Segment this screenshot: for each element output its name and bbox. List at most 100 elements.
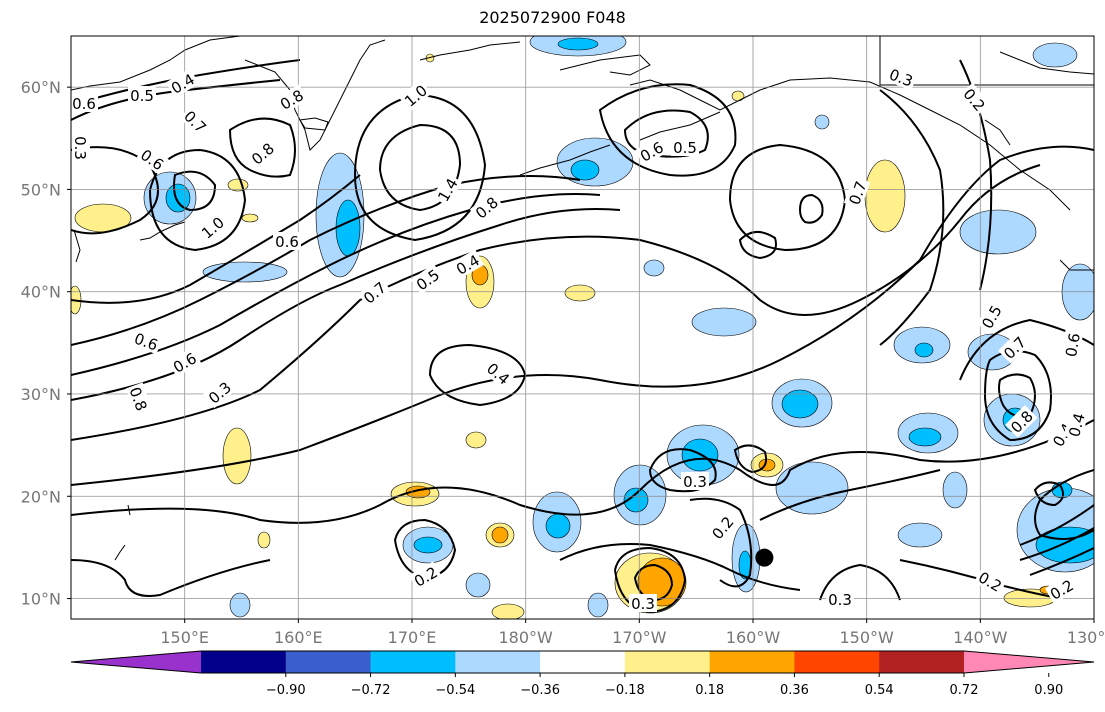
- contour-label-bg: [1063, 408, 1089, 441]
- blue-patch: [413, 536, 443, 554]
- latitude-axis: 10°N 20°N 30°N 40°N 50°N 60°N: [21, 78, 71, 609]
- contour-label-bg: [469, 191, 503, 224]
- contour-label-bg: [130, 327, 163, 355]
- colorbar-tick-label: −0.36: [520, 683, 560, 698]
- lon-tick-label: 170°W: [612, 628, 667, 647]
- contour-label-bg: [681, 472, 709, 490]
- colorbar-segment: [455, 651, 541, 673]
- yellow-patch: [257, 531, 271, 549]
- contour-label-bg: [408, 561, 443, 591]
- contour-label: 1.0: [198, 213, 228, 242]
- colorbar-extend-low: [71, 651, 201, 673]
- contour-label-bg: [973, 566, 1008, 596]
- light-blue-patch: [942, 471, 968, 509]
- contour-label-bg: [398, 79, 432, 112]
- light-blue-patch: [775, 461, 849, 515]
- blue-patch: [781, 389, 819, 419]
- contour-label-bg: [167, 347, 202, 377]
- blue-patch: [570, 159, 600, 181]
- contour-label-bg: [706, 510, 739, 544]
- colorbar-segment: [540, 651, 626, 673]
- contour-label-bg: [843, 176, 871, 209]
- lon-tick-label: 160°W: [726, 628, 781, 647]
- orange-patch: [491, 526, 509, 544]
- contour-label-bg: [128, 86, 156, 104]
- lon-tick-label: 130°W: [1067, 628, 1105, 647]
- contour-label-bg: [450, 249, 485, 279]
- light-blue-patch: [691, 307, 757, 337]
- contour-label: 0.5: [673, 139, 697, 157]
- contour-label-bg: [202, 376, 236, 409]
- colorbar-tick-label: 0.72: [950, 683, 979, 698]
- light-blue-patch: [959, 209, 1037, 255]
- colorbar-tick-label: −0.90: [266, 683, 306, 698]
- contour-label-bg: [410, 263, 445, 295]
- contour-label-bg: [135, 143, 170, 175]
- contour-label-bg: [70, 94, 98, 112]
- colorbar-segment: [624, 651, 711, 673]
- lon-tick-label: 170°E: [388, 628, 437, 647]
- contour-label-bg: [195, 211, 229, 244]
- coastlines: [71, 36, 1094, 561]
- contour-label-bg: [634, 136, 669, 166]
- contour-label: 0.4: [483, 359, 513, 388]
- light-blue-patch: [1032, 42, 1078, 68]
- contour-label: 0.3: [683, 473, 707, 491]
- lat-tick-label: 20°N: [21, 487, 61, 506]
- colorbar-outline: [70, 650, 1095, 674]
- colorbar-segment: [709, 651, 795, 673]
- longitude-axis: 150°E 160°E 170°E 180°W 170°W 160°W 150°W 140°W…: [160, 619, 1105, 647]
- contour-label: 0.2: [959, 85, 988, 115]
- contour-label-bg: [998, 331, 1031, 364]
- contour-label-bg: [1005, 405, 1038, 438]
- shaded-field: [71, 36, 1094, 619]
- lat-tick-label: 30°N: [21, 385, 61, 404]
- contour-label-bg: [179, 105, 212, 138]
- blue-patch: [335, 199, 361, 257]
- blue-patch: [557, 37, 599, 51]
- light-blue-patch: [897, 522, 943, 548]
- contour-label: 0.2: [708, 513, 737, 543]
- light-blue-patch: [643, 259, 665, 277]
- contour-label: 0.5: [413, 266, 443, 294]
- contour-label-bg: [1060, 329, 1084, 361]
- lat-tick-label: 10°N: [21, 590, 61, 609]
- light-blue-patch: [814, 114, 830, 130]
- contour-labels: 0.6 0.5 0.40.70.80.6 0.81.00.61.01.40.80.40…: [70, 63, 1089, 613]
- yellow-patch: [465, 431, 487, 449]
- light-blue-patch: [587, 592, 609, 618]
- colorbar-tick-label: 0.18: [695, 683, 724, 698]
- contour-label-bg: [671, 138, 699, 156]
- contour-label-bg: [125, 382, 153, 415]
- contour-label: 0.6: [275, 233, 299, 251]
- yellow-patch: [491, 603, 525, 619]
- colorbar-tick-label: 0.54: [865, 683, 894, 698]
- blue-patch: [545, 513, 571, 539]
- yellow-patch: [564, 284, 596, 302]
- contour-label: 0.5: [130, 87, 154, 105]
- lon-tick-label: 180°W: [498, 628, 553, 647]
- contour-label-bg: [976, 299, 1006, 334]
- contour-label: 0.3: [828, 591, 852, 609]
- colorbar-tick-label: −0.72: [351, 683, 391, 698]
- gridlines: [71, 36, 1095, 619]
- lon-tick-label: 160°E: [274, 628, 323, 647]
- blue-patch: [623, 487, 649, 513]
- lon-tick-label: 140°W: [953, 628, 1008, 647]
- colorbar-segment: [201, 651, 287, 673]
- blue-patch: [165, 183, 191, 213]
- lat-tick-label: 50°N: [21, 180, 61, 199]
- contour-label-bg: [165, 68, 200, 98]
- light-blue-patch: [202, 261, 288, 283]
- location-marker: [755, 548, 774, 567]
- contour-label: 0.4: [1065, 411, 1089, 439]
- colorbar-ticks: −0.90 −0.72 −0.54 −0.36 −0.18 0.18 0.36 0.54 0.7…: [266, 673, 1063, 698]
- contour-label-bg: [826, 590, 854, 608]
- colorbar: [70, 650, 1095, 674]
- blue-patch: [908, 427, 942, 447]
- contour-label-bg: [958, 82, 991, 116]
- contour-label-bg: [629, 594, 657, 612]
- contour-label: 1.0: [401, 81, 431, 110]
- colorbar-segment: [370, 651, 456, 673]
